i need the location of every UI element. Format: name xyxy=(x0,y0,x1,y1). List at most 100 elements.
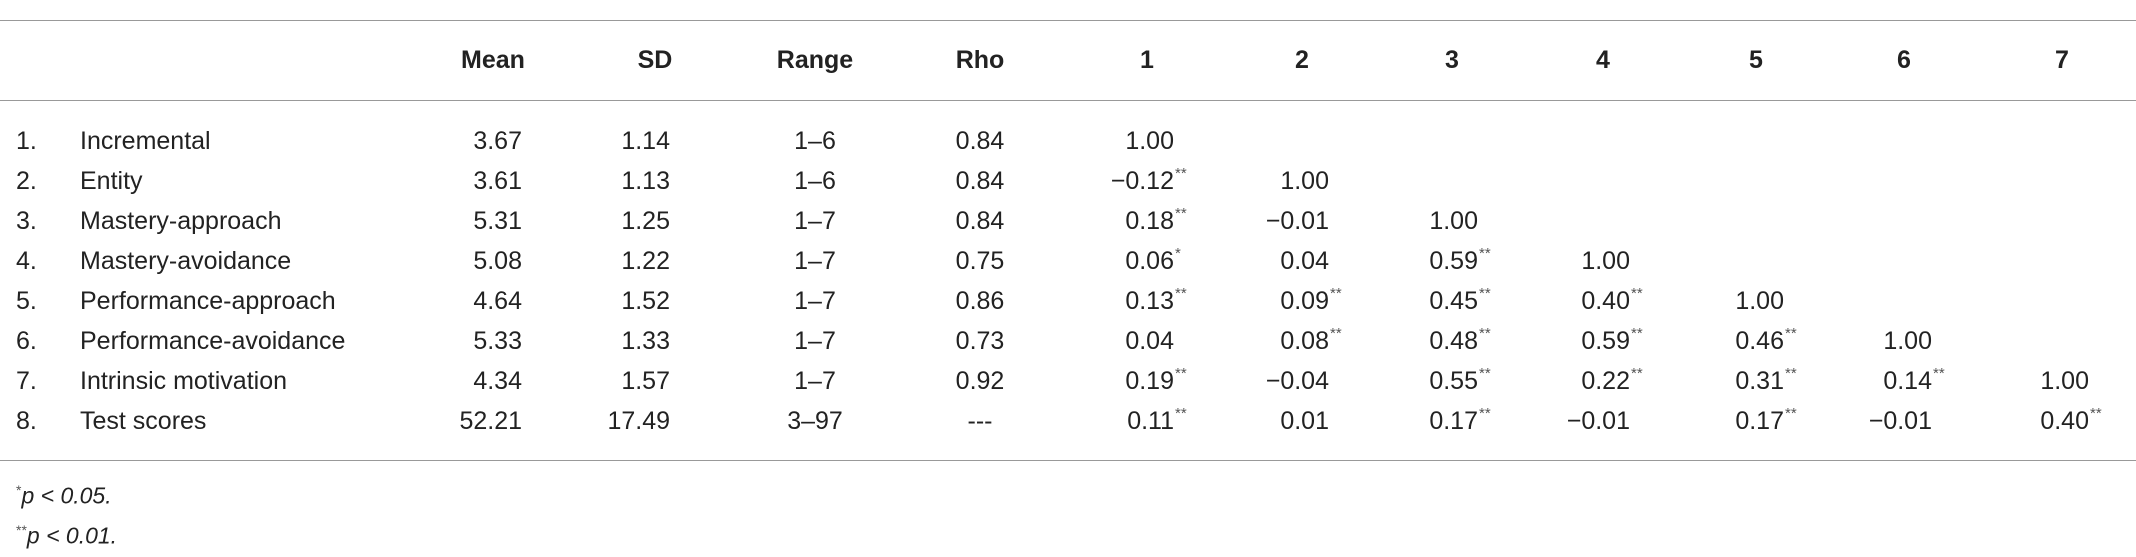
correlation-cell: 0.17 xyxy=(1429,407,1478,435)
significance-mark: ** xyxy=(2090,405,2102,422)
correlation-cell: 0.01 xyxy=(1280,407,1329,435)
rho-cell: --- xyxy=(967,407,993,435)
row-label: Mastery-avoidance xyxy=(80,247,292,275)
sd-cell: 1.52 xyxy=(621,287,670,315)
correlation-cell: 0.17 xyxy=(1735,407,1784,435)
significance-mark: ** xyxy=(1479,325,1491,342)
mean-cell: 52.21 xyxy=(459,407,522,435)
row-label: Test scores xyxy=(80,407,207,435)
column-header: 7 xyxy=(2055,46,2069,74)
mean-cell: 3.67 xyxy=(473,127,522,155)
rho-cell: 0.73 xyxy=(955,327,1005,355)
correlation-cell: 0.08 xyxy=(1280,327,1329,355)
rho-cell: 0.84 xyxy=(955,127,1005,155)
significance-mark: ** xyxy=(1631,285,1643,302)
sd-cell: 1.25 xyxy=(621,207,670,235)
rho-cell: 0.92 xyxy=(955,367,1005,395)
rho-cell: 0.86 xyxy=(955,287,1005,315)
bottom-rule xyxy=(0,460,2136,461)
correlation-cell: 0.22 xyxy=(1581,367,1630,395)
range-cell: 3–97 xyxy=(787,407,843,435)
correlation-cell: 0.59 xyxy=(1581,327,1630,355)
correlation-cell: 0.04 xyxy=(1280,247,1329,275)
correlation-cell: 0.55 xyxy=(1429,367,1478,395)
significance-mark: ** xyxy=(1479,285,1491,302)
mean-cell: 5.08 xyxy=(473,247,522,275)
significance-mark: ** xyxy=(1175,365,1187,382)
correlation-cell: 0.46 xyxy=(1735,327,1784,355)
significance-mark: ** xyxy=(1785,405,1797,422)
significance-mark: ** xyxy=(1175,285,1187,302)
significance-mark: ** xyxy=(1785,365,1797,382)
correlation-cell: 0.18 xyxy=(1125,207,1174,235)
row-label: Intrinsic motivation xyxy=(80,367,288,395)
column-header: 3 xyxy=(1445,46,1459,74)
correlation-cell: −0.12 xyxy=(1110,167,1174,195)
correlation-cell: 0.13 xyxy=(1125,287,1174,315)
row-number: 6. xyxy=(16,327,37,355)
mean-cell: 4.34 xyxy=(473,367,522,395)
column-header: 2 xyxy=(1295,46,1309,74)
mean-cell: 4.64 xyxy=(473,287,522,315)
sd-cell: 1.57 xyxy=(621,367,670,395)
footnote: **p < 0.01. xyxy=(16,515,117,551)
significance-mark: ** xyxy=(1330,285,1342,302)
correlation-cell: 0.40 xyxy=(1581,287,1630,315)
row-number: 1. xyxy=(16,127,37,155)
correlation-cell: 0.59 xyxy=(1429,247,1478,275)
row-number: 4. xyxy=(16,247,37,275)
significance-mark: ** xyxy=(1479,365,1491,382)
column-header: Mean xyxy=(461,46,525,74)
correlation-cell: 0.09 xyxy=(1280,287,1329,315)
footnote-text: p < 0.05. xyxy=(21,482,112,509)
column-header: 4 xyxy=(1596,46,1610,74)
range-cell: 1–7 xyxy=(794,207,836,235)
significance-mark: ** xyxy=(1631,365,1643,382)
sd-cell: 1.13 xyxy=(621,167,670,195)
row-number: 7. xyxy=(16,367,37,395)
correlation-cell: 1.00 xyxy=(1883,327,1932,355)
correlation-cell: 0.31 xyxy=(1735,367,1784,395)
range-cell: 1–6 xyxy=(794,167,836,195)
sd-cell: 17.49 xyxy=(607,407,670,435)
rho-cell: 0.84 xyxy=(955,207,1005,235)
column-header: 5 xyxy=(1749,46,1763,74)
correlation-cell: 0.14 xyxy=(1883,367,1932,395)
correlation-cell: 1.00 xyxy=(1280,167,1329,195)
correlation-cell: 1.00 xyxy=(2040,367,2089,395)
sd-cell: 1.14 xyxy=(621,127,670,155)
mean-cell: 3.61 xyxy=(473,167,522,195)
row-number: 8. xyxy=(16,407,37,435)
header-rule xyxy=(0,100,2136,101)
footnote-mark: * xyxy=(16,482,22,498)
significance-mark: * xyxy=(1175,245,1181,262)
footnote-text: p < 0.01. xyxy=(26,522,118,549)
range-cell: 1–6 xyxy=(794,127,836,155)
correlation-cell: 1.00 xyxy=(1581,247,1630,275)
row-label: Performance-avoidance xyxy=(80,327,346,355)
column-header: SD xyxy=(637,46,673,74)
significance-mark: ** xyxy=(1479,245,1491,262)
row-number: 2. xyxy=(16,167,37,195)
range-cell: 1–7 xyxy=(794,287,836,315)
mean-cell: 5.33 xyxy=(473,327,522,355)
correlation-cell: 0.45 xyxy=(1429,287,1478,315)
correlation-cell: 0.40 xyxy=(2040,407,2089,435)
row-label: Performance-approach xyxy=(80,287,336,315)
column-header: 6 xyxy=(1897,46,1911,74)
correlation-cell: 0.48 xyxy=(1429,327,1478,355)
correlation-cell: 1.00 xyxy=(1125,127,1174,155)
sd-cell: 1.33 xyxy=(621,327,670,355)
correlation-cell: 0.11 xyxy=(1127,407,1174,435)
correlation-cell: 1.00 xyxy=(1429,207,1478,235)
row-label: Incremental xyxy=(80,127,211,155)
sd-cell: 1.22 xyxy=(621,247,670,275)
row-number: 5. xyxy=(16,287,37,315)
significance-mark: ** xyxy=(1785,325,1797,342)
rho-cell: 0.75 xyxy=(955,247,1005,275)
row-number: 3. xyxy=(16,207,37,235)
significance-mark: ** xyxy=(1175,165,1187,182)
significance-mark: ** xyxy=(1631,325,1643,342)
footnote: *p < 0.05. xyxy=(16,475,112,511)
